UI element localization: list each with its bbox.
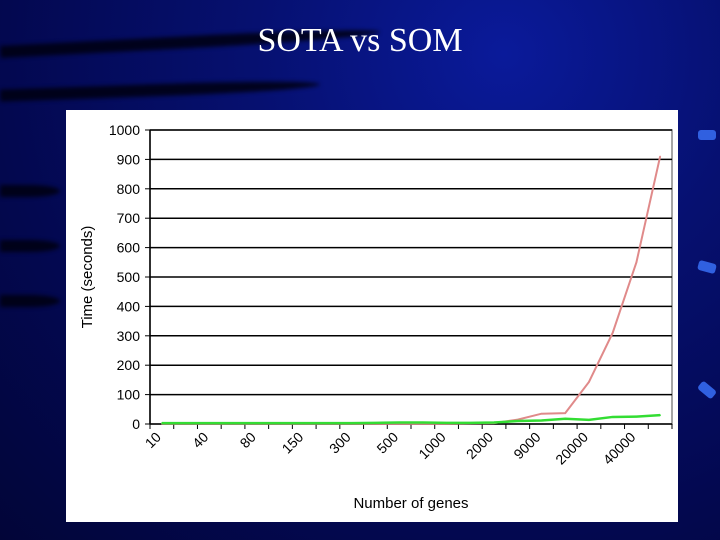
data-point xyxy=(303,422,306,424)
data-point xyxy=(588,381,590,383)
data-point xyxy=(422,421,424,424)
data-point xyxy=(374,422,377,424)
x-tick-label: 80 xyxy=(237,429,259,451)
x-tick-label: 10 xyxy=(142,429,164,451)
data-point xyxy=(255,422,258,424)
background-swoosh xyxy=(0,240,60,252)
background-swoosh xyxy=(0,185,60,197)
slide-title: SOTA vs SOM xyxy=(257,22,463,59)
y-tick-label: 500 xyxy=(117,269,141,285)
x-tick-label: 9000 xyxy=(510,429,543,462)
data-point xyxy=(635,415,638,418)
y-tick-label: 200 xyxy=(117,357,141,373)
data-point xyxy=(611,416,614,418)
x-tick-label: 40000 xyxy=(600,429,639,468)
data-point xyxy=(659,414,661,416)
background-accent xyxy=(696,380,718,400)
background-swoosh xyxy=(0,295,60,307)
y-tick-label: 300 xyxy=(117,328,141,344)
data-point xyxy=(350,422,353,424)
x-tick-label: 1000 xyxy=(415,429,448,462)
y-tick-label: 600 xyxy=(117,240,141,256)
x-tick-label: 150 xyxy=(279,429,307,457)
data-point xyxy=(327,422,329,424)
y-tick-label: 100 xyxy=(117,387,141,403)
line-chart: 0 100 200 300 400 500 600 700 800 900 1000 10 40 80 15… xyxy=(66,110,678,522)
y-tick-label: 800 xyxy=(117,181,141,197)
x-tick-label: 40 xyxy=(189,429,211,451)
data-point xyxy=(540,412,543,415)
y-axis-title: Time (seconds) xyxy=(79,226,96,329)
x-tick-label: 500 xyxy=(373,429,401,457)
x-tick-label: 300 xyxy=(326,429,354,457)
data-point xyxy=(611,332,614,334)
y-tick-label: 700 xyxy=(117,210,141,226)
background-accent xyxy=(698,130,716,140)
data-point xyxy=(540,419,543,422)
data-point xyxy=(493,421,495,424)
data-point xyxy=(279,422,282,424)
data-point xyxy=(564,412,567,414)
series-line-2 xyxy=(161,413,661,425)
y-tick-label: 0 xyxy=(132,416,140,432)
background-swoosh xyxy=(0,78,321,102)
x-tick-label: 20000 xyxy=(552,429,591,468)
data-point xyxy=(516,420,519,422)
data-point xyxy=(161,422,163,424)
x-tick-label: 2000 xyxy=(463,429,496,462)
data-point xyxy=(588,419,590,421)
y-tick-label: 400 xyxy=(117,298,141,314)
data-point xyxy=(659,155,661,158)
data-point xyxy=(469,422,472,424)
background-accent xyxy=(697,259,717,275)
data-point xyxy=(232,422,234,424)
data-point xyxy=(184,422,187,424)
x-axis-title: Number of genes xyxy=(353,495,468,512)
data-point xyxy=(208,422,211,424)
data-point xyxy=(398,421,400,424)
y-tick-label: 1000 xyxy=(109,122,140,138)
data-point xyxy=(445,422,448,424)
chart-canvas: 0 100 200 300 400 500 600 700 800 900 1000 10 40 80 15… xyxy=(79,122,673,512)
data-point xyxy=(564,417,567,420)
y-tick-label: 900 xyxy=(117,151,141,167)
data-point xyxy=(635,261,638,264)
